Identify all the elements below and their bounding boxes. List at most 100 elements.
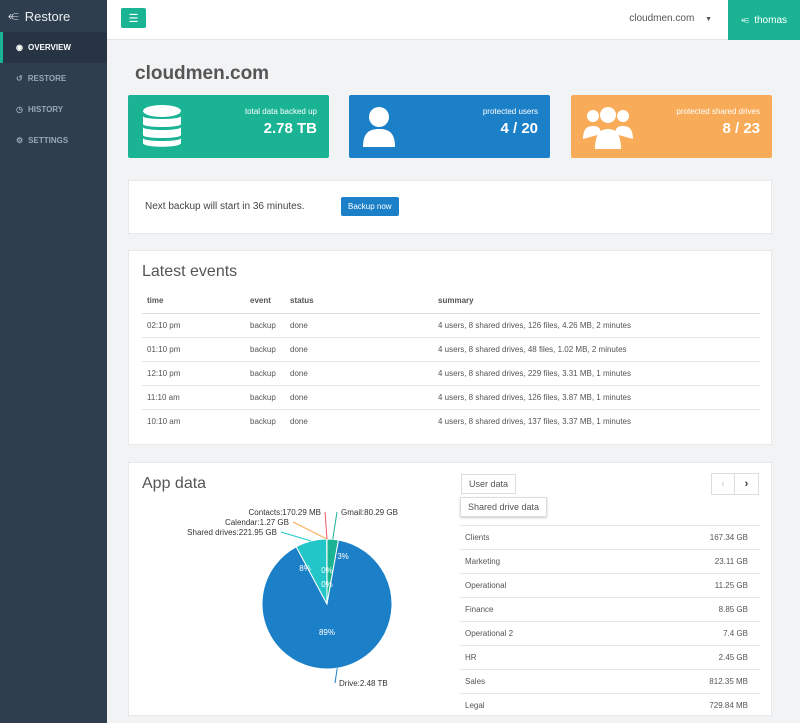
cell-summary: 4 users, 8 shared drives, 137 files, 3.3… [438, 408, 760, 433]
table-row: 12:10 pm backup done 4 users, 8 shared driv… [142, 360, 760, 385]
drive-name: Legal [460, 693, 614, 718]
cell-time: 11:10 am [142, 384, 250, 409]
table-row: 01:10 pm backup done 4 users, 8 shared driv… [142, 336, 760, 361]
list-item: Operational 11.25 GB [460, 573, 760, 598]
slice-percent: 8% [299, 564, 311, 573]
sidebar-item-settings[interactable]: ⚙ SETTINGS [0, 125, 107, 156]
tab-shared-drive-data[interactable]: Shared drive data [460, 497, 548, 517]
events-title: Latest events [142, 263, 238, 280]
card-value: 4 / 20 [500, 120, 538, 137]
label-line [280, 531, 312, 542]
clock-icon: ◷ [16, 105, 23, 114]
card-protected-users: protected users 4 / 20 [349, 95, 550, 158]
card-protected-drives: protected shared drives 8 / 23 [571, 95, 772, 158]
prev-page-button[interactable]: ‹ [712, 474, 735, 494]
caret-down-icon: ▼ [705, 16, 712, 23]
cell-time: 02:10 pm [142, 312, 250, 337]
cell-event: backup [250, 408, 290, 433]
drive-name: Sales [460, 669, 614, 694]
cell-summary: 4 users, 8 shared drives, 126 files, 4.2… [438, 312, 760, 337]
cell-summary: 4 users, 8 shared drives, 229 files, 3.3… [438, 360, 760, 385]
label-line [324, 511, 328, 540]
pie-chart: Gmail:80.29 GB Drive:2.48 TB Shared drives… [187, 508, 398, 688]
backup-now-button[interactable]: Backup now [341, 197, 399, 216]
col-event: event [250, 289, 290, 314]
drive-size: 2.45 GB [613, 645, 760, 670]
app-data-panel: App data Gmail:80.29 GB Drive:2.48 TB Shar… [128, 462, 772, 718]
restore-logo-icon: ⥺ [8, 8, 19, 23]
card-value: 2.78 TB [263, 120, 317, 137]
table-row: 02:10 pm backup done 4 users, 8 shared driv… [142, 312, 760, 337]
drive-size: 167.34 GB [613, 525, 760, 550]
cell-summary: 4 users, 8 shared drives, 126 files, 3.8… [438, 384, 760, 409]
brand[interactable]: ⥺ Restore [0, 0, 107, 32]
nav-label: SETTINGS [28, 136, 69, 145]
drive-size: 8.85 GB [613, 597, 760, 622]
drive-size: 729.84 MB [613, 693, 760, 718]
next-page-button[interactable]: › [744, 478, 749, 490]
label-line [334, 668, 338, 684]
cell-status: done [290, 312, 438, 337]
nav-label: HISTORY [27, 105, 64, 114]
label-line [292, 521, 328, 540]
tab-user-data[interactable]: User data [461, 474, 517, 494]
page-title: cloudmen.com [135, 63, 270, 84]
sidebar-item-restore[interactable]: ↺ RESTORE [0, 63, 107, 94]
list-item: Legal 729.84 MB [460, 693, 760, 718]
col-time: time [142, 289, 250, 314]
list-item: Marketing 23.11 GB [460, 549, 760, 574]
drive-size: 11.25 GB [613, 573, 760, 598]
cell-time: 10:10 am [142, 408, 250, 433]
cell-event: backup [250, 360, 290, 385]
card-total-data: total data backed up 2.78 TB [128, 95, 329, 158]
card-label: protected shared drives [676, 107, 760, 116]
menu-toggle-button[interactable]: ☰ [121, 8, 146, 28]
app-data-title: App data [142, 475, 207, 492]
cell-summary: 4 users, 8 shared drives, 48 files, 1.02… [438, 336, 760, 361]
slice-percent: 0% [321, 580, 333, 589]
cell-status: done [290, 408, 438, 433]
slice-label: Shared drives:221.95 GB [187, 528, 277, 537]
col-status: status [290, 289, 438, 314]
cell-event: backup [250, 336, 290, 361]
slice-label: Drive:2.48 TB [339, 679, 388, 688]
pager: ‹ › [711, 473, 759, 495]
table-row: 10:10 am backup done 4 users, 8 shared driv… [142, 408, 760, 433]
drive-name: Clients [460, 525, 614, 550]
slice-percent: 89% [319, 628, 335, 637]
sidebar-item-history[interactable]: ◷ HISTORY [0, 94, 107, 125]
gear-icon: ⚙ [16, 136, 24, 145]
drive-size: 812.35 MB [613, 669, 760, 694]
cell-status: done [290, 360, 438, 385]
drive-size: 7.4 GB [613, 621, 760, 646]
sidebar-item-overview[interactable]: ◉ OVERVIEW [0, 32, 107, 63]
hamburger-icon: ☰ [128, 12, 139, 25]
list-item: HR 2.45 GB [460, 645, 760, 670]
user-menu[interactable]: ⥺ thomas [728, 0, 800, 40]
list-item: Operational 2 7.4 GB [460, 621, 760, 646]
slice-percent: 3% [337, 552, 349, 561]
events-table: time event status summary 02:10 pm backup… [142, 289, 760, 433]
drive-name: Finance [460, 597, 614, 622]
user-icon [363, 107, 395, 147]
next-backup-text: Next backup will start in 36 minutes. [145, 201, 305, 212]
list-item: Clients 167.34 GB [460, 525, 760, 550]
card-label: total data backed up [244, 107, 317, 116]
cell-status: done [290, 336, 438, 361]
drive-name: Marketing [460, 549, 614, 574]
cell-status: done [290, 384, 438, 409]
database-icon [143, 105, 181, 147]
dashboard-icon: ◉ [16, 43, 23, 52]
backup-panel: Next backup will start in 36 minutes. Ba… [128, 180, 772, 234]
sidebar: ⥺ Restore ◉ OVERVIEW ↺ RESTORE ◷ HISTORY ⚙ SE… [0, 0, 107, 723]
table-row: 11:10 am backup done 4 users, 8 shared driv… [142, 384, 760, 409]
domain-dropdown[interactable]: cloudmen.com ▼ [629, 13, 712, 24]
undo-icon: ↺ [16, 74, 23, 83]
pie-slice[interactable] [261, 539, 393, 670]
cell-event: backup [250, 312, 290, 337]
slice-percent: 0% [321, 566, 333, 575]
card-label: protected users [482, 107, 538, 116]
drive-name: Operational 2 [460, 621, 614, 646]
list-item: Finance 8.85 GB [460, 597, 760, 622]
users-group-icon [583, 107, 633, 149]
